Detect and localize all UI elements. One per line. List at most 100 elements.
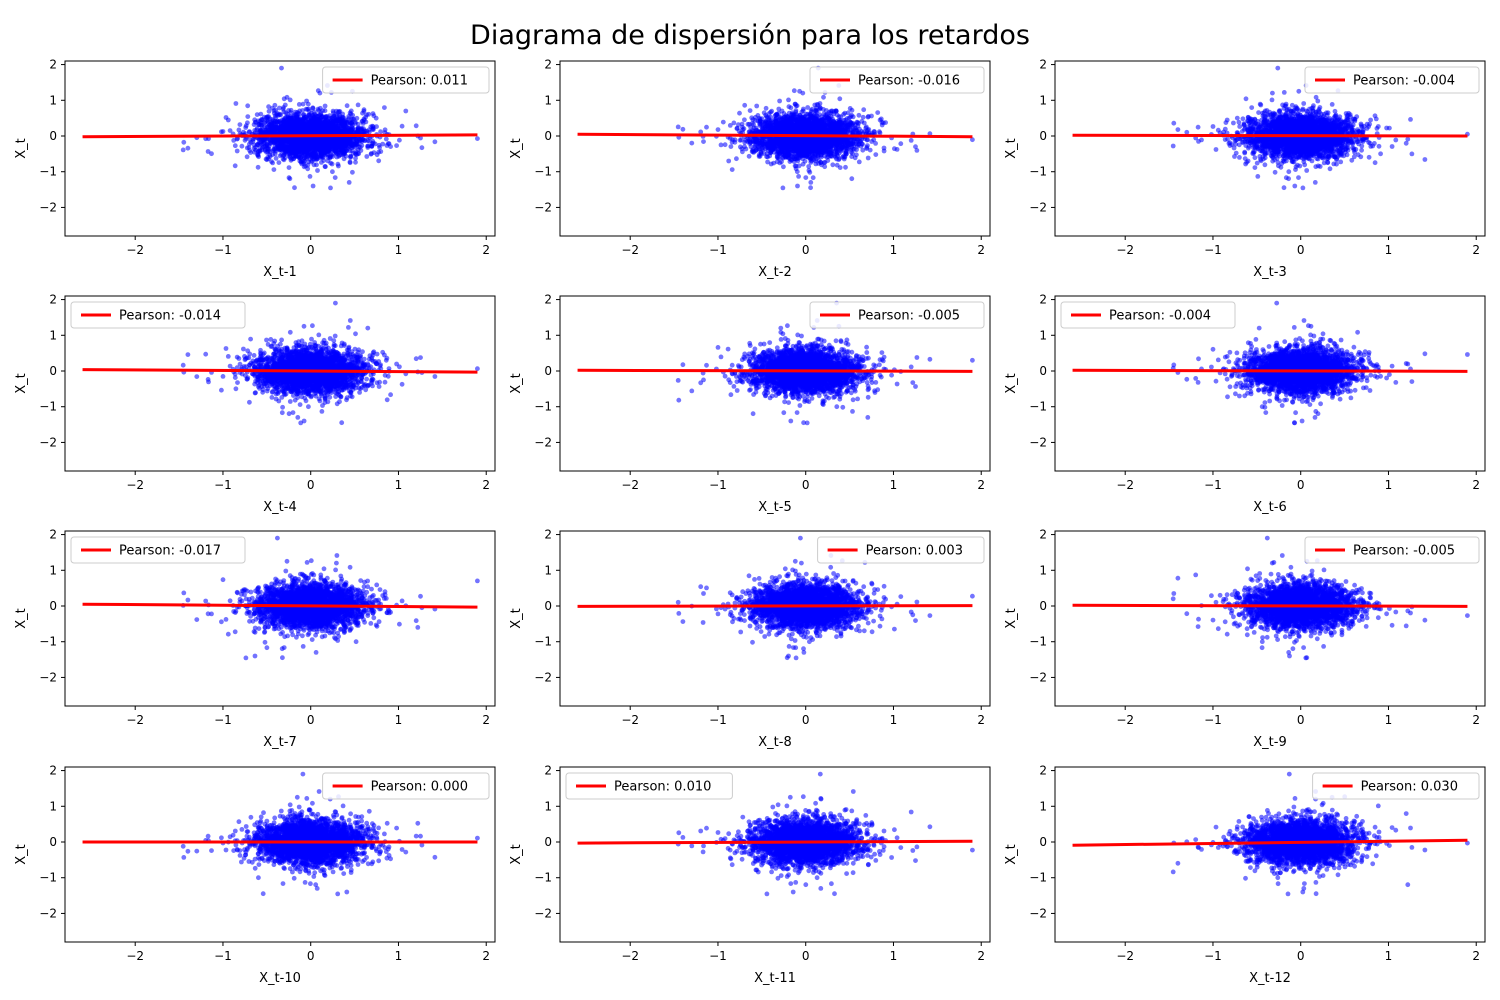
scatter-point	[290, 144, 296, 150]
scatter-point	[252, 128, 258, 133]
scatter-point	[847, 106, 853, 111]
scatter-point	[286, 175, 292, 181]
scatter-point	[333, 121, 338, 126]
scatter-point	[747, 108, 753, 113]
scatter-point	[239, 143, 245, 149]
scatter-point	[271, 167, 277, 173]
scatter-point	[843, 164, 848, 170]
scatter-point	[257, 127, 263, 133]
scatter-point	[865, 155, 871, 161]
legend-label: Pearson: 0.011	[371, 74, 468, 89]
scatter-point	[794, 103, 800, 109]
scatter-point	[350, 169, 355, 175]
scatter-point	[315, 141, 320, 147]
scatter-point	[270, 123, 275, 129]
scatter-point	[286, 165, 292, 171]
scatter-point	[301, 127, 306, 133]
scatter-point	[332, 116, 338, 121]
scatter-point	[307, 156, 313, 162]
scatter-point	[867, 147, 873, 153]
scatter-point	[869, 139, 875, 144]
x-tick-label: −1	[214, 243, 232, 257]
scatter-point	[311, 150, 317, 156]
scatter-point	[729, 167, 735, 173]
scatter-point	[300, 108, 305, 113]
scatter-point	[331, 126, 336, 132]
scatter-point	[272, 113, 278, 119]
scatter-point	[289, 115, 294, 121]
scatter-point	[913, 144, 918, 150]
scatter-point	[336, 163, 341, 169]
scatter-point	[305, 125, 311, 131]
scatter-point	[279, 65, 284, 71]
scatter-point	[328, 185, 333, 191]
scatter-point	[355, 102, 361, 108]
scatter-point	[353, 155, 358, 161]
scatter-point	[307, 174, 313, 179]
scatter-point	[346, 123, 352, 129]
scatter-point	[320, 129, 326, 135]
scatter-point	[299, 116, 305, 122]
scatter-point	[227, 128, 233, 134]
scatter-point	[382, 105, 387, 110]
scatter-point	[349, 143, 355, 149]
scatter-point	[286, 145, 292, 150]
scatter-point	[269, 137, 275, 143]
scatter-point	[877, 130, 883, 136]
scatter-point	[419, 145, 425, 151]
scatter-point	[730, 137, 735, 143]
scatter-point	[366, 111, 372, 117]
scatter-point	[742, 140, 748, 145]
scatter-point	[384, 143, 390, 148]
scatter-point	[354, 139, 360, 145]
scatter-point	[338, 143, 344, 149]
scatter-point	[344, 120, 350, 125]
scatter-point	[245, 114, 251, 119]
scatter-point	[734, 156, 739, 162]
scatter-point	[346, 180, 352, 185]
scatter-point	[795, 183, 800, 189]
scatter-point	[321, 120, 327, 126]
scatter-point	[315, 88, 321, 94]
scatter-point	[254, 112, 260, 117]
scatter-point	[349, 148, 355, 154]
x-tick-label: 1	[395, 243, 403, 257]
figure-title: Diagrama de dispersión para los retardos	[470, 20, 1030, 51]
scatter-point	[351, 116, 357, 122]
scatter-point	[292, 185, 297, 191]
scatter-point	[257, 121, 262, 127]
scatter-point	[318, 148, 323, 154]
scatter-point	[786, 97, 791, 103]
scatter-point	[360, 130, 365, 136]
scatter-point	[808, 180, 814, 185]
scatter-point	[837, 96, 843, 102]
scatter-point	[397, 137, 402, 143]
scatter-point	[180, 147, 186, 153]
y-tick-label: −2	[39, 200, 57, 214]
scatter-point	[262, 138, 267, 144]
scatter-point	[927, 131, 933, 137]
scatter-point	[793, 108, 799, 113]
scatter-point	[315, 168, 320, 173]
legend: Pearson: 0.011	[322, 66, 490, 94]
scatter-point	[722, 142, 728, 148]
scatter-point	[475, 136, 480, 142]
scatter-point	[273, 156, 279, 161]
scatter-point	[262, 148, 268, 154]
scatter-point	[413, 123, 419, 129]
scatter-point	[337, 112, 342, 118]
scatter-point	[680, 126, 686, 132]
scatter-point	[242, 137, 248, 143]
scatter-point	[348, 153, 353, 159]
scatter-point	[881, 148, 887, 154]
scatter-point	[265, 120, 271, 126]
y-tick-label: 1	[49, 93, 57, 107]
scatter-point	[746, 153, 752, 159]
scatter-point	[715, 127, 721, 132]
scatter-point	[255, 153, 261, 158]
scatter-point	[325, 123, 331, 129]
scatter-point	[311, 123, 317, 128]
scatter-point	[279, 124, 285, 130]
